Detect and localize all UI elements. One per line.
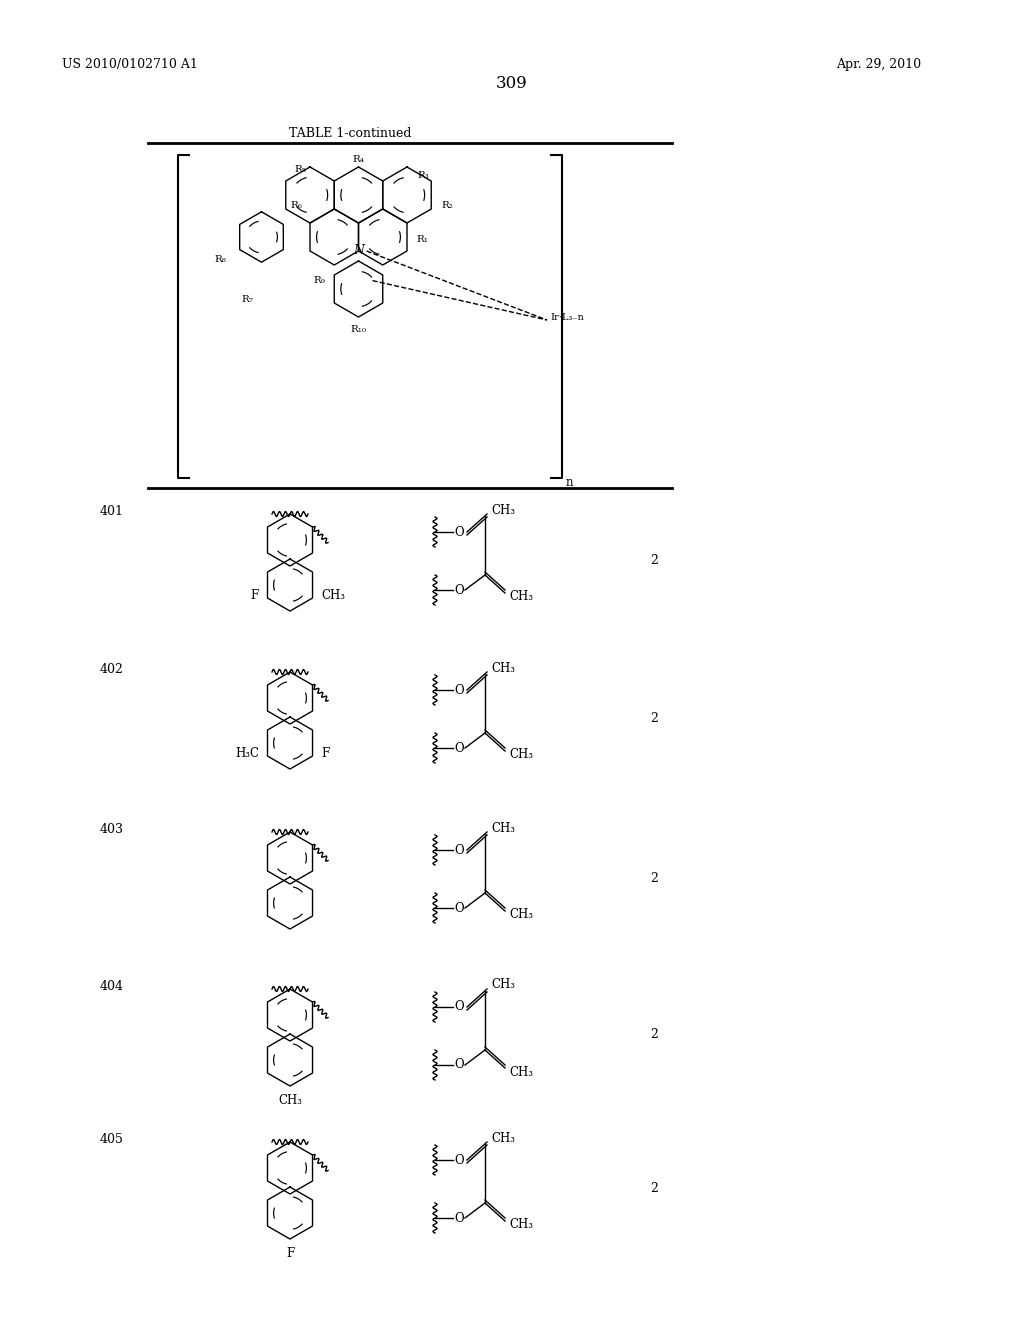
Text: R₈: R₈ <box>214 256 226 264</box>
Text: 2: 2 <box>650 553 657 566</box>
Text: R₄: R₄ <box>352 156 365 165</box>
Text: R₁: R₁ <box>417 235 429 244</box>
Text: 402: 402 <box>100 663 124 676</box>
Text: CH₃: CH₃ <box>509 748 534 762</box>
Text: O: O <box>455 843 464 857</box>
Text: O: O <box>455 583 464 597</box>
Text: 2: 2 <box>650 871 657 884</box>
Text: F: F <box>251 589 259 602</box>
Text: O: O <box>455 1001 464 1014</box>
Text: 309: 309 <box>496 75 528 92</box>
Text: CH₃: CH₃ <box>490 503 515 516</box>
Text: 403: 403 <box>100 822 124 836</box>
Text: 2: 2 <box>650 711 657 725</box>
Text: O: O <box>455 1154 464 1167</box>
Text: O: O <box>455 742 464 755</box>
Text: n: n <box>566 477 573 488</box>
Text: TABLE 1-continued: TABLE 1-continued <box>289 127 412 140</box>
Text: Apr. 29, 2010: Apr. 29, 2010 <box>836 58 922 71</box>
Text: CH₃: CH₃ <box>509 590 534 603</box>
Text: CH₃: CH₃ <box>278 1094 302 1107</box>
Text: 405: 405 <box>100 1133 124 1146</box>
Text: R₇: R₇ <box>242 296 254 305</box>
Text: O: O <box>455 1212 464 1225</box>
Text: R₅: R₅ <box>294 165 306 174</box>
Text: O: O <box>455 1059 464 1072</box>
Text: CH₃: CH₃ <box>490 821 515 834</box>
Text: CH₃: CH₃ <box>490 661 515 675</box>
Text: R₁₀: R₁₀ <box>350 325 367 334</box>
Text: F: F <box>286 1247 294 1261</box>
Text: CH₃: CH₃ <box>321 589 345 602</box>
Text: H₃C: H₃C <box>234 747 259 760</box>
Text: CH₃: CH₃ <box>490 1131 515 1144</box>
Text: O: O <box>455 525 464 539</box>
Text: CH₃: CH₃ <box>509 1065 534 1078</box>
Text: N: N <box>353 244 364 257</box>
Text: 404: 404 <box>100 979 124 993</box>
Text: R₃: R₃ <box>417 170 429 180</box>
Text: R₂: R₂ <box>441 201 453 210</box>
Text: O: O <box>455 902 464 915</box>
Text: 2: 2 <box>650 1028 657 1041</box>
Text: 401: 401 <box>100 506 124 517</box>
Text: Ir·L₃₋n: Ir·L₃₋n <box>550 313 584 322</box>
Text: O: O <box>455 684 464 697</box>
Text: 2: 2 <box>650 1181 657 1195</box>
Text: CH₃: CH₃ <box>509 1218 534 1232</box>
Text: CH₃: CH₃ <box>509 908 534 921</box>
Text: CH₃: CH₃ <box>490 978 515 991</box>
Text: R₆: R₆ <box>290 201 302 210</box>
Text: US 2010/0102710 A1: US 2010/0102710 A1 <box>62 58 198 71</box>
Text: F: F <box>321 747 330 760</box>
Text: R₉: R₉ <box>313 276 326 285</box>
